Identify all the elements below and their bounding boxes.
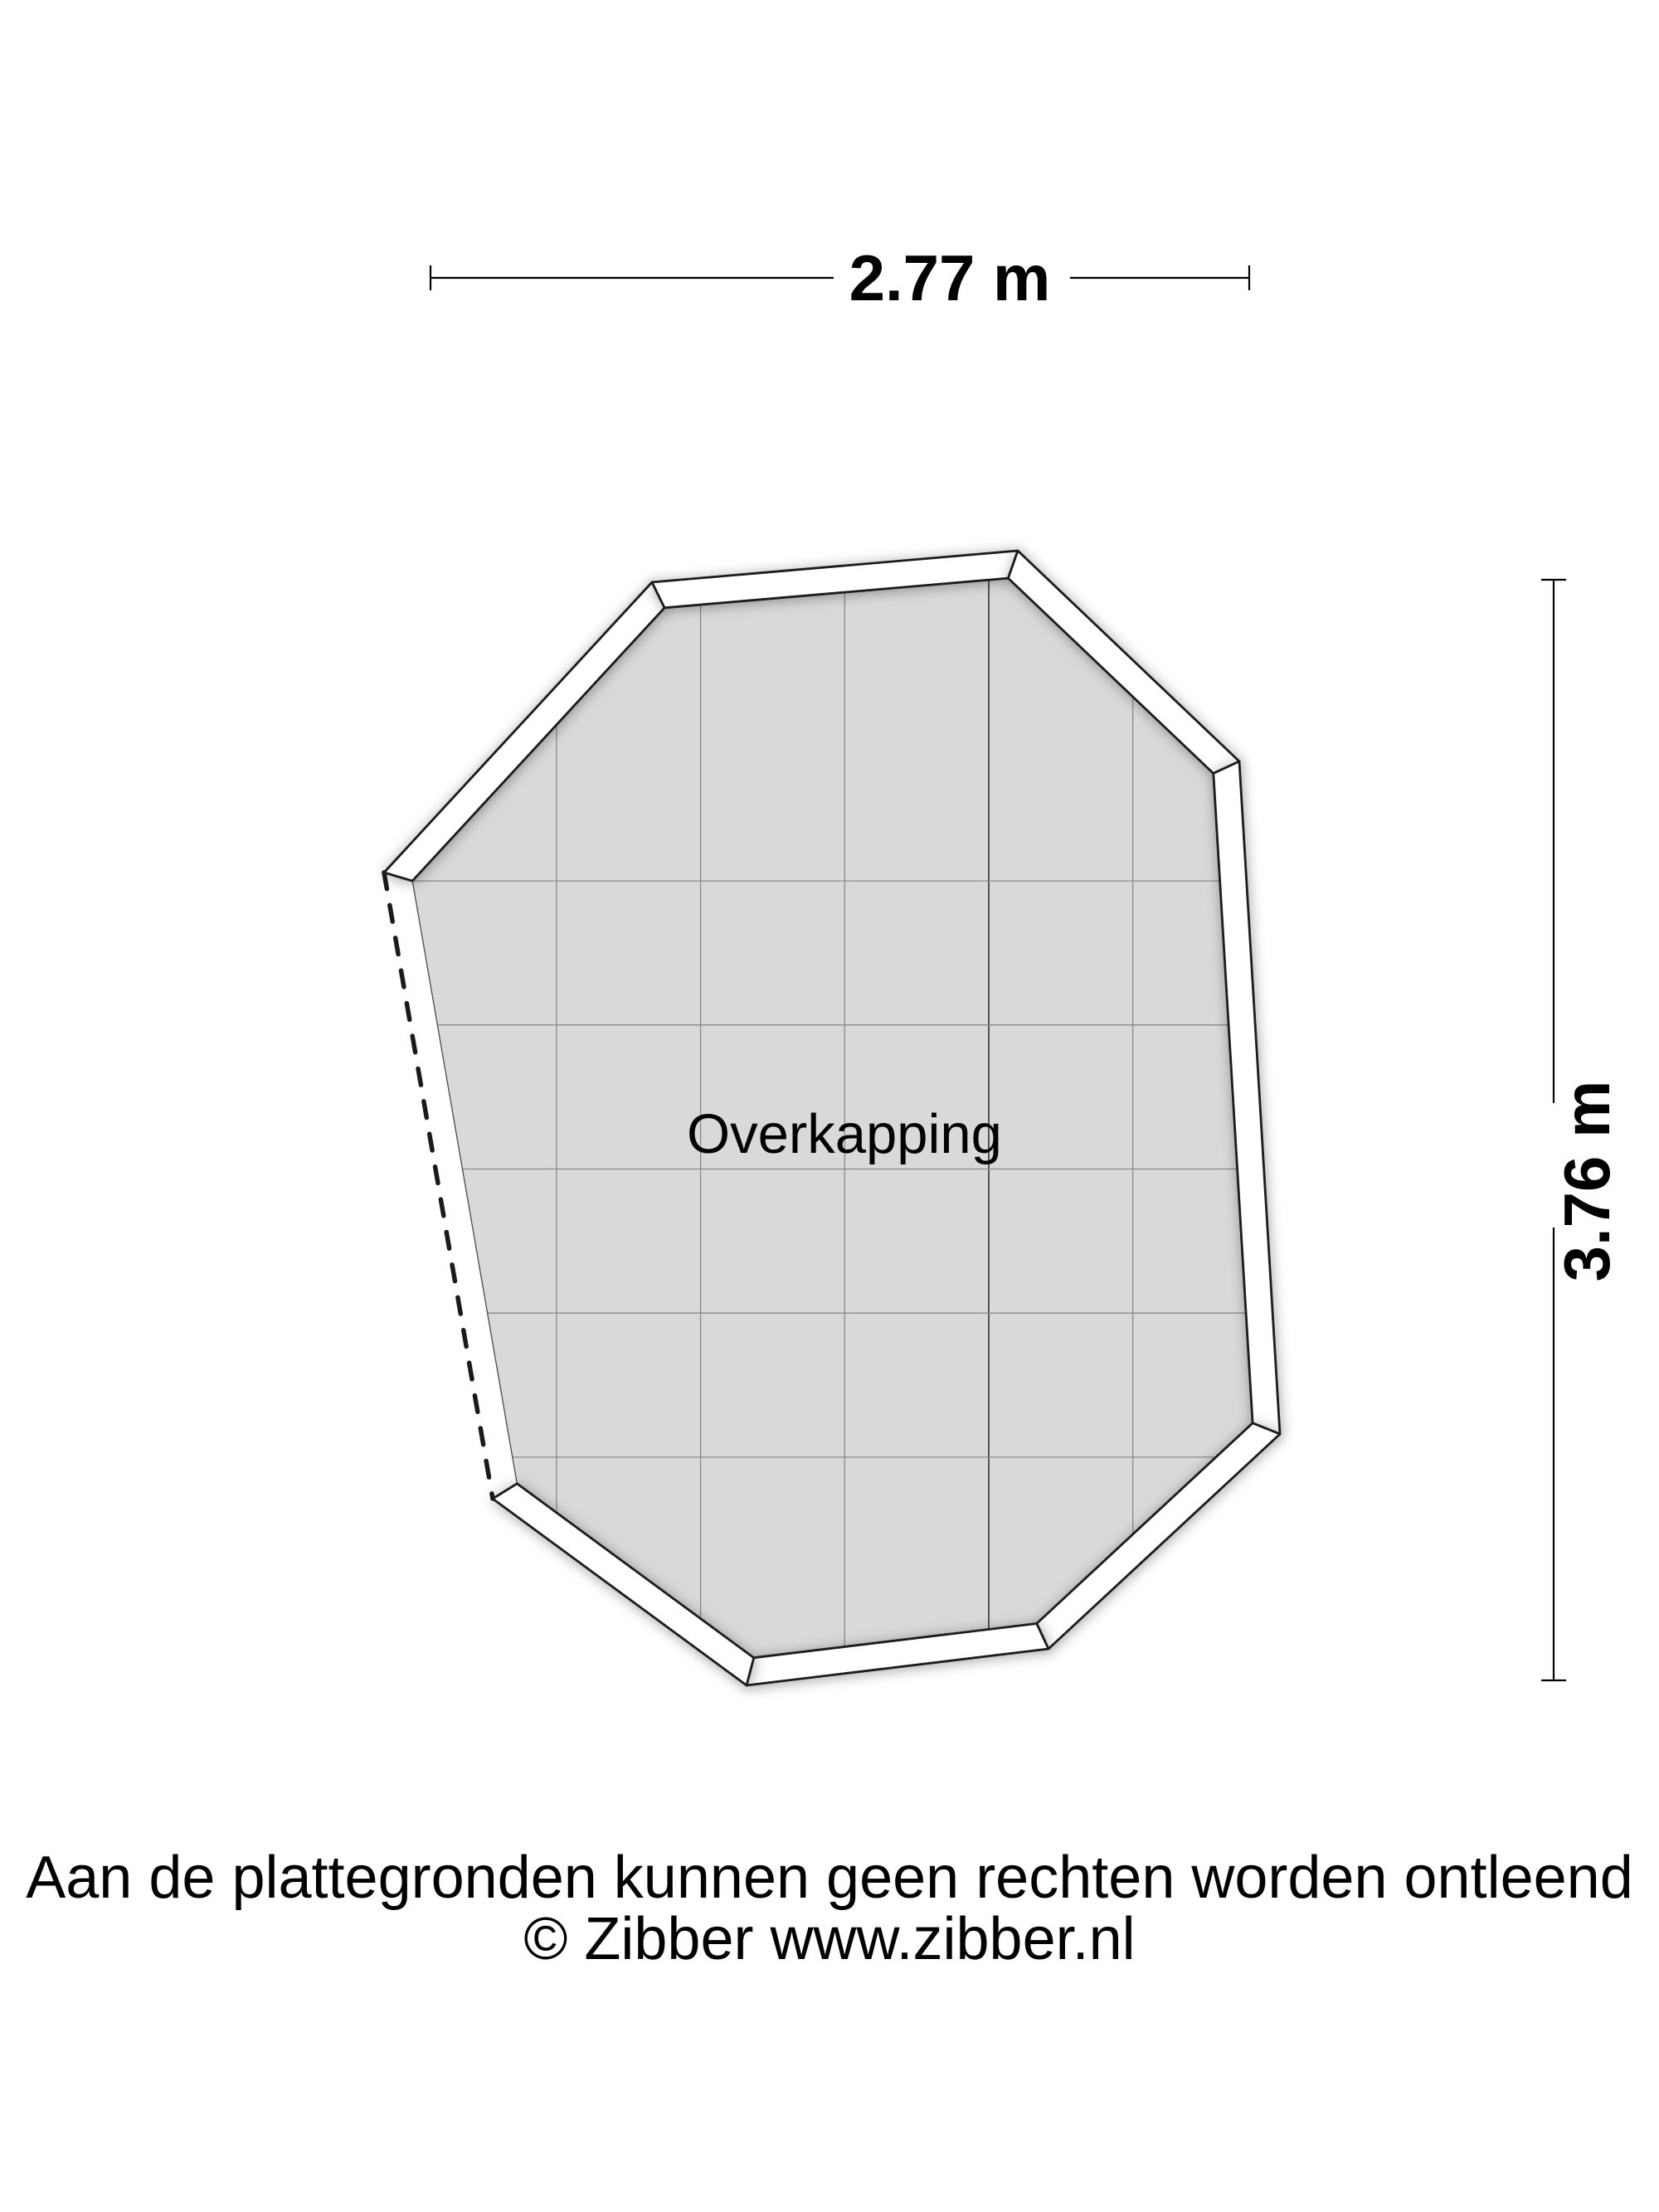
svg-text:2.77 m: 2.77 m: [849, 241, 1051, 314]
svg-text:© Zibber www.zibber.nl: © Zibber www.zibber.nl: [523, 1906, 1135, 1972]
svg-text:Overkapping: Overkapping: [687, 1103, 1002, 1165]
svg-text:Aan de plattegronden kunnen ge: Aan de plattegronden kunnen geen rechten…: [26, 1845, 1633, 1911]
svg-text:3.76 m: 3.76 m: [1550, 1081, 1623, 1282]
